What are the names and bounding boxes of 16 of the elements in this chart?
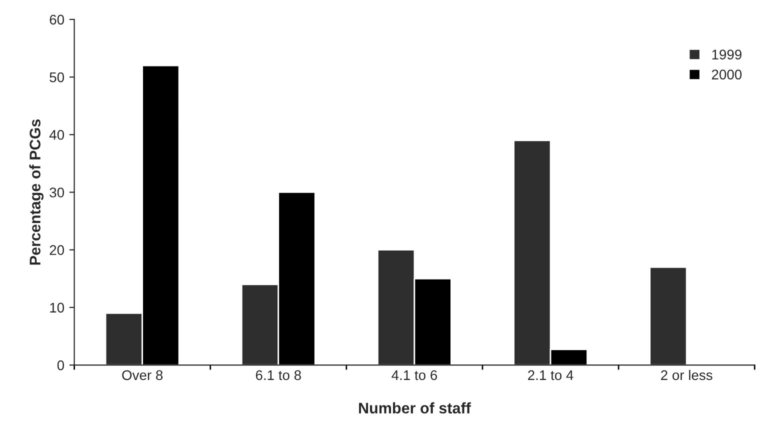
y-tick-label: 30 [50, 188, 64, 198]
y-axis-title: Percentage of PCGs [29, 119, 44, 265]
y-tick-label: 40 [49, 130, 64, 140]
x-tick-label: Over 8 [122, 370, 163, 380]
x-axis-title: Number of staff [359, 402, 471, 414]
legend-label: 1999 [712, 50, 742, 60]
x-tick-label: 6.1 to 8 [256, 370, 301, 380]
x-tick-label: 2 or less [661, 370, 712, 380]
x-tick-label: 4.1 to 6 [392, 370, 438, 380]
y-tick-label: 0 [57, 360, 64, 370]
legend-label: 2000 [712, 70, 742, 80]
y-tick-label: 50 [50, 72, 64, 82]
y-tick-label: 10 [50, 302, 64, 313]
x-tick-label: 2.1 to 4 [528, 370, 574, 380]
y-tick-label: 60 [50, 14, 64, 25]
y-tick-label: 20 [50, 245, 64, 256]
